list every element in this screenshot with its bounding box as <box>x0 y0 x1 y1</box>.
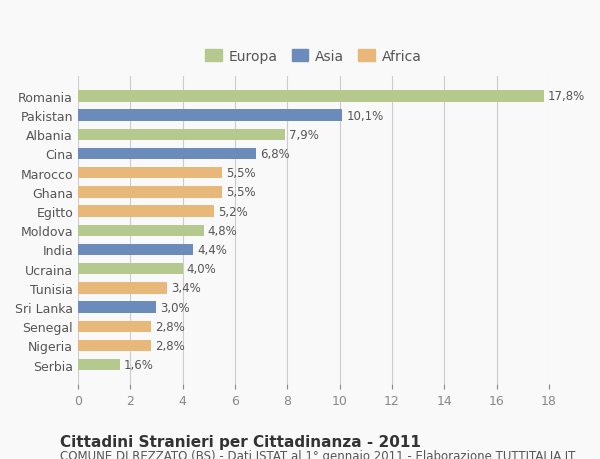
Bar <box>78 244 193 256</box>
Text: 10,1%: 10,1% <box>346 109 383 122</box>
Text: 4,4%: 4,4% <box>197 243 227 257</box>
Text: 2,8%: 2,8% <box>155 339 185 352</box>
Text: 6,8%: 6,8% <box>260 148 290 161</box>
Bar <box>78 340 151 352</box>
Bar <box>78 263 182 275</box>
Bar <box>78 187 222 198</box>
Bar <box>78 148 256 160</box>
Bar <box>78 283 167 294</box>
Text: 4,0%: 4,0% <box>187 263 216 275</box>
Text: Cittadini Stranieri per Cittadinanza - 2011: Cittadini Stranieri per Cittadinanza - 2… <box>60 434 421 449</box>
Text: 5,5%: 5,5% <box>226 186 256 199</box>
Bar <box>78 359 120 371</box>
Text: 2,8%: 2,8% <box>155 320 185 333</box>
Text: 17,8%: 17,8% <box>548 90 585 103</box>
Text: 5,5%: 5,5% <box>226 167 256 180</box>
Text: 5,2%: 5,2% <box>218 205 248 218</box>
Text: 4,8%: 4,8% <box>208 224 237 237</box>
Text: 7,9%: 7,9% <box>289 129 319 141</box>
Text: 3,4%: 3,4% <box>171 282 200 295</box>
Legend: Europa, Asia, Africa: Europa, Asia, Africa <box>200 44 427 69</box>
Bar <box>78 129 284 141</box>
Bar <box>78 91 544 102</box>
Bar <box>78 110 342 122</box>
Bar <box>78 321 151 332</box>
Bar <box>78 225 203 236</box>
Text: 1,6%: 1,6% <box>124 358 154 371</box>
Text: COMUNE DI REZZATO (BS) - Dati ISTAT al 1° gennaio 2011 - Elaborazione TUTTITALIA: COMUNE DI REZZATO (BS) - Dati ISTAT al 1… <box>60 449 575 459</box>
Text: 3,0%: 3,0% <box>160 301 190 314</box>
Bar <box>78 302 157 313</box>
Bar <box>78 168 222 179</box>
Bar <box>78 206 214 218</box>
